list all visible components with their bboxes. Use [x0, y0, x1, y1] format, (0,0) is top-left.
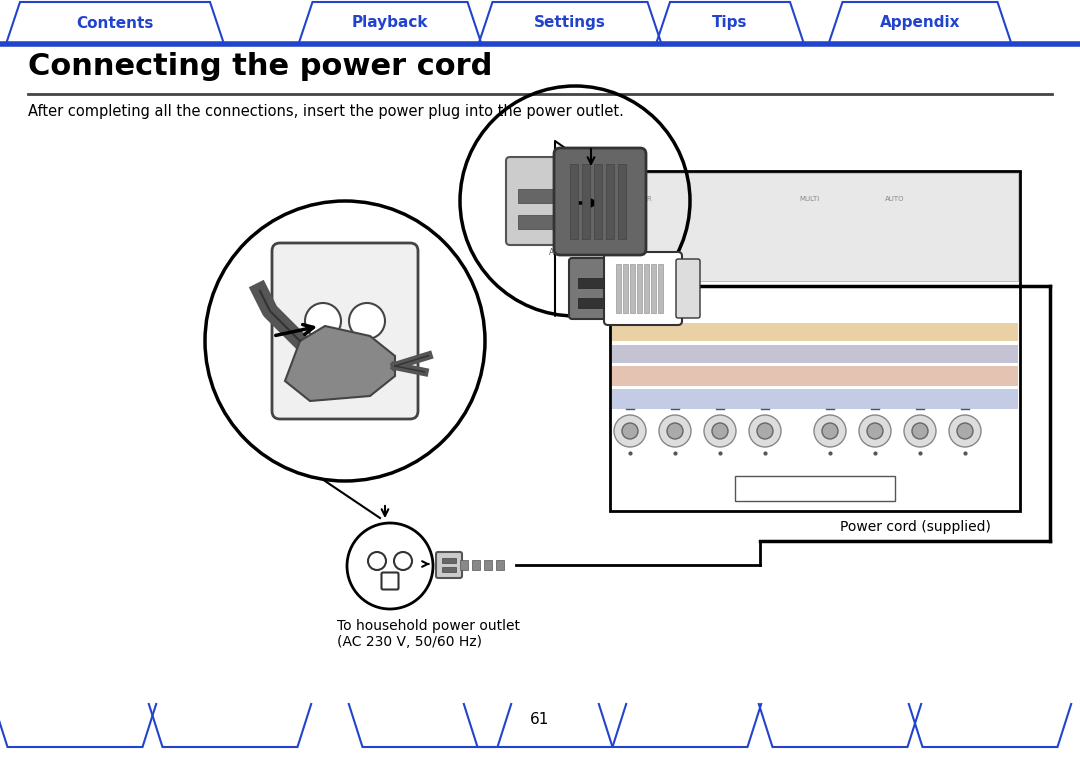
Bar — [606, 164, 615, 239]
Bar — [735, 476, 895, 501]
Circle shape — [912, 423, 928, 439]
Bar — [460, 560, 468, 570]
Text: (AC 230 V, 50/60 Hz): (AC 230 V, 50/60 Hz) — [337, 635, 482, 649]
FancyBboxPatch shape — [569, 258, 613, 319]
Circle shape — [667, 423, 683, 439]
Bar — [518, 215, 556, 229]
Text: Connecting the power cord: Connecting the power cord — [28, 52, 492, 81]
FancyBboxPatch shape — [332, 351, 359, 384]
Bar — [442, 558, 456, 563]
Bar — [616, 264, 621, 313]
Text: Tips: Tips — [712, 15, 747, 30]
Circle shape — [822, 423, 838, 439]
Text: AUTO: AUTO — [886, 196, 905, 202]
Bar — [582, 164, 590, 239]
Bar — [612, 389, 1018, 409]
Bar — [578, 298, 604, 308]
Bar — [612, 323, 1018, 341]
Bar — [578, 278, 604, 288]
Circle shape — [859, 415, 891, 447]
FancyBboxPatch shape — [507, 157, 569, 245]
Text: Power cord (supplied): Power cord (supplied) — [840, 520, 990, 534]
Circle shape — [867, 423, 883, 439]
FancyBboxPatch shape — [272, 243, 418, 419]
Bar — [618, 164, 626, 239]
Circle shape — [712, 423, 728, 439]
Circle shape — [659, 415, 691, 447]
Circle shape — [957, 423, 973, 439]
Text: Settings: Settings — [535, 15, 606, 30]
Circle shape — [305, 303, 341, 339]
Text: 61: 61 — [530, 712, 550, 727]
FancyBboxPatch shape — [381, 572, 399, 590]
Text: AC IN: AC IN — [550, 248, 570, 257]
Text: Contents: Contents — [77, 15, 153, 30]
Text: Playback: Playback — [352, 15, 429, 30]
Circle shape — [704, 415, 735, 447]
Text: After completing all the connections, insert the power plug into the power outle: After completing all the connections, in… — [28, 104, 624, 119]
Circle shape — [757, 423, 773, 439]
Circle shape — [368, 552, 386, 570]
Circle shape — [949, 415, 981, 447]
Bar — [612, 366, 1018, 386]
Bar — [496, 560, 504, 570]
Bar — [637, 264, 642, 313]
Bar — [594, 164, 602, 239]
Circle shape — [349, 303, 384, 339]
Bar — [630, 264, 635, 313]
FancyBboxPatch shape — [604, 252, 681, 325]
Circle shape — [394, 552, 411, 570]
Bar — [612, 345, 1018, 363]
Bar — [484, 560, 492, 570]
Polygon shape — [285, 326, 395, 401]
Circle shape — [904, 415, 936, 447]
Text: TUNER: TUNER — [629, 196, 652, 202]
Bar — [644, 264, 649, 313]
FancyBboxPatch shape — [436, 552, 462, 578]
Bar — [623, 264, 627, 313]
Bar — [570, 164, 578, 239]
Circle shape — [750, 415, 781, 447]
Bar — [651, 264, 656, 313]
Text: MULTI: MULTI — [800, 196, 820, 202]
Circle shape — [814, 415, 846, 447]
Bar — [658, 264, 663, 313]
Text: To household power outlet: To household power outlet — [337, 619, 519, 633]
Bar — [472, 560, 480, 570]
FancyBboxPatch shape — [676, 259, 700, 318]
FancyBboxPatch shape — [554, 148, 646, 255]
Text: Appendix: Appendix — [880, 15, 960, 30]
Bar — [442, 567, 456, 572]
Bar — [518, 189, 556, 203]
Circle shape — [622, 423, 638, 439]
Bar — [612, 173, 1018, 281]
Circle shape — [615, 415, 646, 447]
